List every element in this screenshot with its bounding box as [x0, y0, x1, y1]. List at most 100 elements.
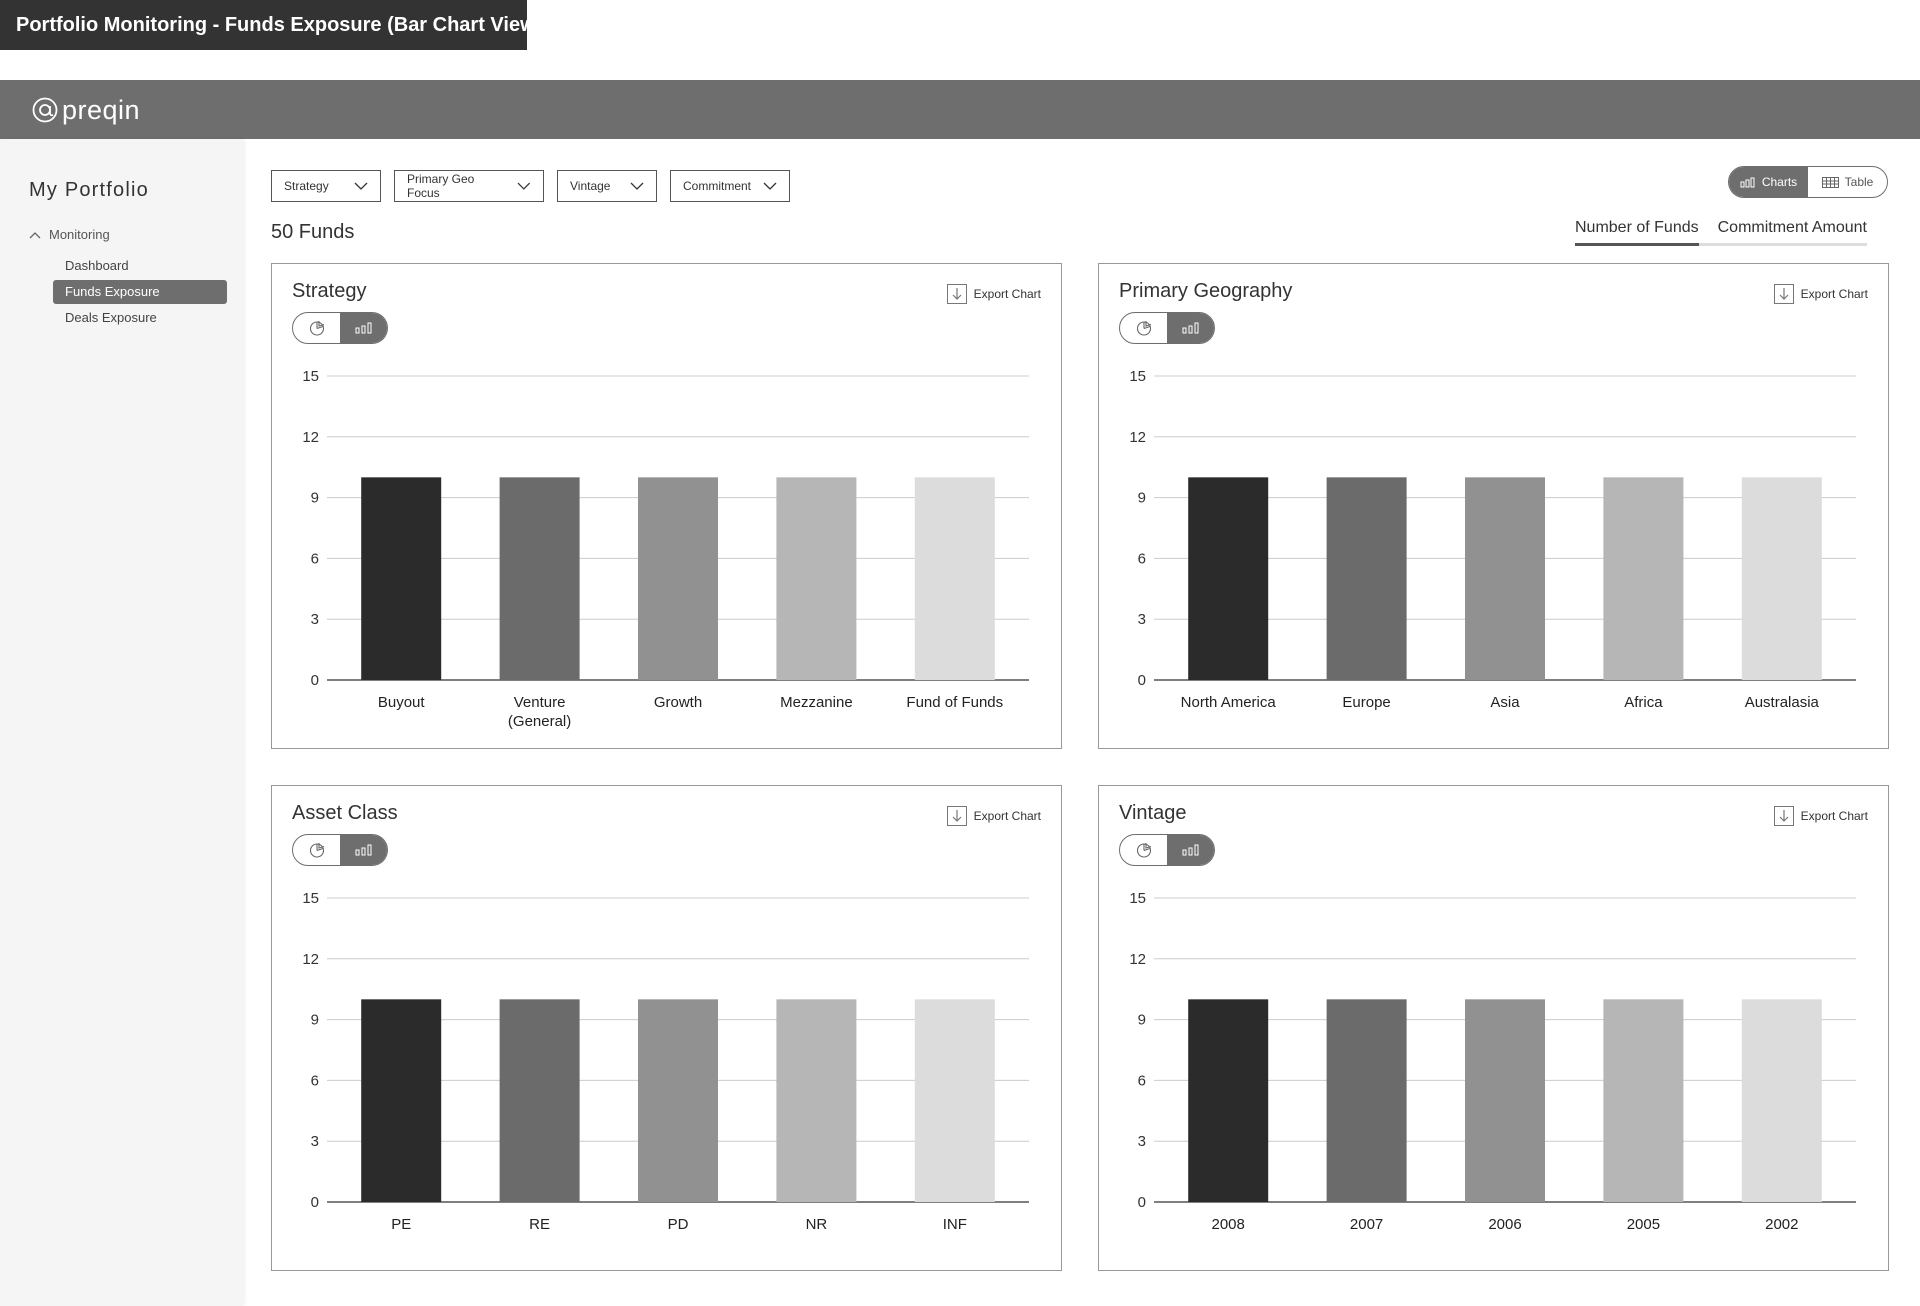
filter-strategy[interactable]: Strategy	[271, 170, 381, 202]
export-chart-button[interactable]: Export Chart	[1773, 284, 1868, 304]
x-category-label: Buyout	[378, 694, 426, 711]
y-tick-label: 0	[1138, 672, 1146, 689]
charts-view-button[interactable]: Charts	[1729, 167, 1808, 197]
filter-primary-geo-focus[interactable]: Primary Geo Focus	[394, 170, 544, 202]
pie-chart-icon	[1136, 321, 1151, 336]
bar[interactable]	[1465, 477, 1545, 680]
bar-chart-button[interactable]	[1167, 835, 1214, 865]
pie-chart-button[interactable]	[1120, 313, 1167, 343]
bar[interactable]	[1326, 477, 1407, 680]
x-category-label: Europe	[1342, 694, 1390, 711]
y-tick-label: 3	[311, 1133, 319, 1150]
bar-chart-button[interactable]	[340, 313, 387, 343]
y-tick-label: 15	[1129, 890, 1146, 907]
bar[interactable]	[499, 477, 580, 680]
filter-label: Strategy	[284, 179, 329, 193]
bar[interactable]	[638, 999, 718, 1202]
bar-chart-icon	[355, 844, 371, 856]
sidebar-title: My Portfolio	[29, 179, 149, 201]
x-category-label: Mezzanine	[780, 694, 853, 711]
x-category-label: PD	[668, 1216, 689, 1233]
bar[interactable]	[499, 999, 580, 1202]
filter-commitment[interactable]: Commitment	[670, 170, 790, 202]
x-category-label: (General)	[508, 713, 571, 730]
bar[interactable]	[638, 477, 718, 680]
pie-chart-button[interactable]	[293, 835, 340, 865]
table-label: Table	[1844, 175, 1874, 189]
y-tick-label: 12	[1129, 429, 1146, 446]
charts-label: Charts	[1761, 175, 1798, 189]
tab-commitment-amount[interactable]: Commitment Amount	[1698, 219, 1867, 246]
bar[interactable]	[1741, 999, 1822, 1202]
view-toggle: Charts Table	[1728, 166, 1888, 198]
export-chart-button[interactable]: Export Chart	[946, 806, 1041, 826]
bar[interactable]	[1741, 477, 1822, 680]
bar[interactable]	[1465, 999, 1545, 1202]
filter-label: Vintage	[570, 179, 611, 193]
pie-chart-button[interactable]	[1120, 835, 1167, 865]
chevron-down-icon	[630, 182, 644, 190]
x-category-label: Australasia	[1745, 694, 1820, 711]
chart-type-toggle	[292, 312, 388, 344]
x-category-label: 2006	[1488, 1216, 1521, 1233]
bar[interactable]	[361, 477, 442, 680]
bar[interactable]	[776, 999, 857, 1202]
bar[interactable]	[914, 999, 995, 1202]
sidebar: My Portfolio Monitoring Dashboard Funds …	[0, 139, 243, 1306]
table-view-button[interactable]: Table	[1808, 167, 1887, 197]
y-tick-label: 0	[311, 1194, 319, 1211]
sidebar-item-dashboard[interactable]: Dashboard	[65, 258, 129, 273]
pie-chart-icon	[309, 843, 324, 858]
sidebar-section-monitoring[interactable]: Monitoring	[29, 227, 110, 242]
at-sign-icon	[32, 97, 58, 123]
bar-chart-icon	[1740, 177, 1755, 187]
y-tick-label: 15	[302, 368, 319, 385]
x-category-label: Growth	[654, 694, 702, 711]
chart-panel-asset-class: Asset Class Export Chart 0 3 6 9 12 15 PE RE PD NR I…	[271, 785, 1062, 1271]
x-category-label: INF	[943, 1216, 967, 1233]
x-category-label: PE	[391, 1216, 411, 1233]
x-category-label: NR	[806, 1216, 828, 1233]
bar-chart-button[interactable]	[340, 835, 387, 865]
metric-tabs: Number of Funds Commitment Amount	[1575, 219, 1867, 246]
tab-number-of-funds[interactable]: Number of Funds	[1575, 219, 1699, 246]
table-icon	[1821, 176, 1839, 188]
bar[interactable]	[1603, 477, 1684, 680]
sidebar-item-funds-exposure[interactable]: Funds Exposure	[53, 280, 227, 304]
y-tick-label: 6	[1138, 1072, 1146, 1089]
y-tick-label: 0	[1138, 1194, 1146, 1211]
bar-chart: 0 3 6 9 12 15 North America Europe Asia Africa Aus…	[1129, 368, 1856, 711]
bar[interactable]	[1326, 999, 1407, 1202]
x-category-label: 2007	[1350, 1216, 1383, 1233]
chart-title: Strategy	[292, 280, 367, 302]
y-tick-label: 3	[1138, 611, 1146, 628]
y-tick-label: 3	[1138, 1133, 1146, 1150]
bar[interactable]	[914, 477, 995, 680]
export-chart-button[interactable]: Export Chart	[1773, 806, 1868, 826]
brand-name: preqin	[62, 94, 141, 125]
bar[interactable]	[776, 477, 857, 680]
sidebar-item-deals-exposure[interactable]: Deals Exposure	[65, 310, 157, 325]
filter-vintage[interactable]: Vintage	[557, 170, 657, 202]
bar[interactable]	[1603, 999, 1684, 1202]
chevron-up-icon	[29, 231, 41, 238]
pie-chart-button[interactable]	[293, 313, 340, 343]
y-tick-label: 9	[311, 1012, 319, 1029]
x-category-label: RE	[529, 1216, 550, 1233]
bar[interactable]	[361, 999, 442, 1202]
bar[interactable]	[1188, 477, 1269, 680]
chart-title: Vintage	[1119, 802, 1187, 824]
bar[interactable]	[1188, 999, 1269, 1202]
y-tick-label: 9	[1138, 1012, 1146, 1029]
top-bar: preqin	[0, 80, 1920, 139]
pie-chart-icon	[309, 321, 324, 336]
bar-chart-button[interactable]	[1167, 313, 1214, 343]
preqin-logo[interactable]: preqin	[32, 94, 140, 126]
x-category-label: 2005	[1627, 1216, 1660, 1233]
y-tick-label: 3	[311, 611, 319, 628]
y-tick-label: 6	[311, 1072, 319, 1089]
export-chart-button[interactable]: Export Chart	[946, 284, 1041, 304]
chevron-down-icon	[517, 182, 531, 190]
x-category-label: Venture	[514, 694, 566, 711]
x-category-label: Asia	[1490, 694, 1520, 711]
